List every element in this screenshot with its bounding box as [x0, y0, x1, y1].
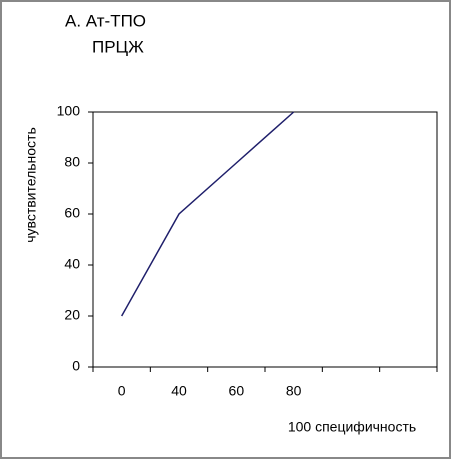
y-tick-label: 0	[72, 358, 80, 374]
x-tick-label: 40	[171, 383, 187, 399]
chart-title: А. Ат-ТПО	[65, 11, 146, 30]
x-axis-label: 100 специфичность	[288, 419, 416, 435]
y-tick-label: 80	[64, 154, 80, 170]
chart-subtitle: ПРЦЖ	[92, 37, 144, 56]
y-tick-label: 60	[64, 205, 80, 221]
y-tick-label: 20	[64, 307, 80, 323]
x-tick-label: 80	[286, 383, 302, 399]
y-tick-label: 40	[64, 256, 80, 272]
x-tick-label: 60	[229, 383, 245, 399]
y-axis-label: чувствительность	[23, 127, 39, 243]
line	[121, 111, 295, 317]
y-tick-label: 100	[57, 103, 81, 119]
x-tick-label: 0	[118, 383, 126, 399]
